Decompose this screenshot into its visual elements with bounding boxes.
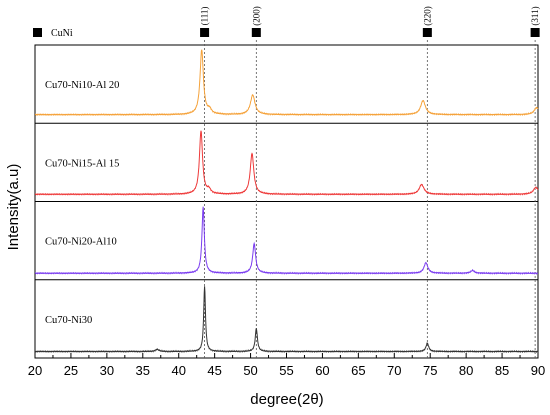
series-line [34,49,539,117]
plot-area: 20 25 30 35 40 45 50 55 60 65 70 75 80 85 90 (111) (200)… [28,6,545,378]
x-tick-label: 40 [171,363,185,378]
x-tick-label: 85 [495,363,509,378]
x-tick-label: 80 [459,363,473,378]
series-line [34,206,539,275]
series-label: Cu70-Ni30 [45,315,92,326]
x-tick-label: 60 [315,363,329,378]
series-line [34,286,539,354]
reference-label: (220) [422,6,432,26]
series-line [34,130,539,196]
x-tick-label: 45 [207,363,221,378]
x-tick-label: 75 [423,363,437,378]
reference-marker [251,28,261,37]
x-tick-label: 25 [64,363,78,378]
reference-label: (311) [530,6,540,25]
x-axis-label: degree(2θ) [250,391,323,408]
reference-marker [422,28,432,37]
x-tick-label: 20 [28,363,42,378]
reference-label: (111) [200,7,210,26]
reference-marker [200,28,210,37]
reference-label: (200) [251,6,261,26]
x-tick-label: 30 [100,363,114,378]
legend-label: CuNi [51,28,73,39]
x-tick-label: 55 [279,363,293,378]
x-tick-label: 35 [136,363,150,378]
x-tick-label: 90 [531,363,545,378]
y-axis-label: Intensity(a.u) [5,164,22,251]
x-tick-label: 65 [351,363,365,378]
series-label: Cu70-Ni20-Al10 [45,237,117,248]
series-label: Cu70-Ni15-Al 15 [45,158,119,169]
x-tick-label: 50 [243,363,257,378]
reference-marker [530,28,540,37]
legend-marker [33,28,42,37]
x-tick-label: 70 [387,363,401,378]
series-label: Cu70-Ni10-Al 20 [45,80,119,91]
